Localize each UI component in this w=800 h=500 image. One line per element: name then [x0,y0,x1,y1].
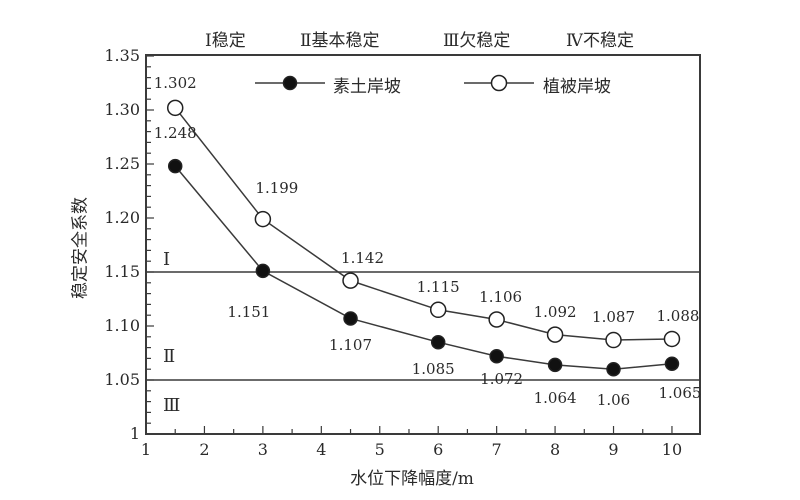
x-tick-label: 5 [374,440,385,459]
legend-marker-open [490,74,508,92]
filled-circle-marker [489,348,504,364]
x-tick-label: 6 [433,440,444,459]
data-label: 1.107 [329,336,373,355]
filled-circle-marker [343,311,358,326]
category-stable: Ⅰ稳定 [205,31,246,51]
filled-circle-marker [664,356,680,372]
filled-circle-marker [167,158,183,174]
data-label: 1.302 [153,73,197,92]
y-tick-label: 1.35 [104,46,140,65]
data-label: 1.151 [227,302,271,321]
open-circle-marker [605,331,622,349]
y-tick-label: 1.05 [104,370,140,389]
filled-circle-marker [606,361,621,377]
zone-label: Ⅲ [163,395,181,416]
x-tick-label: 10 [661,440,683,459]
zone-label: Ⅱ [163,346,176,368]
y-tick-label: 1.30 [104,100,140,119]
data-label: 1.087 [592,308,635,327]
x-tick-label: 8 [549,440,561,459]
data-label: 1.06 [596,391,631,410]
x-tick-label: 9 [608,440,619,459]
y-tick-label: 1.20 [104,208,140,227]
x-tick-label: 2 [199,440,210,459]
data-label: 1.065 [658,383,702,402]
open-circle-marker [342,272,359,289]
data-label: 1.088 [656,306,700,325]
open-circle-marker [429,301,447,319]
y-tick-label: 1.10 [104,316,140,335]
filled-circle-marker [430,334,446,350]
open-circle-marker [166,99,184,117]
zone-label: Ⅰ [163,249,171,271]
y-tick-label: 1.15 [104,262,140,281]
category-basically-stable: Ⅱ基本稳定 [300,31,380,51]
category-less-stable: Ⅲ欠稳定 [443,31,511,51]
data-label: 1.092 [533,302,577,321]
legend-marker-filled [282,75,298,91]
data-label: 1.085 [411,360,455,379]
x-tick-label: 1 [140,440,152,459]
open-circle-marker [488,311,505,328]
data-label: 1.106 [479,287,523,306]
legend-markers [255,74,534,92]
legend-label-vegetated: 植被岸坡 [543,77,611,97]
y-axis-label: 稳定安全系数 [70,197,91,299]
data-label: 1.064 [533,388,577,407]
data-label: 1.115 [416,277,460,296]
data-label: 1.248 [153,124,197,143]
open-circle-marker [254,210,272,228]
y-tick-label: 1 [129,424,140,443]
plot-border [145,54,701,435]
reference-lines [146,271,700,381]
data-label: 1.072 [480,370,524,389]
series-line-0 [174,165,673,370]
x-tick-label: 4 [316,440,327,459]
open-circle-marker [546,326,564,343]
y-tick-label: 1.25 [104,154,140,173]
data-label: 1.142 [341,248,385,267]
x-axis-label: 水位下降幅度/m [350,469,474,489]
filled-circle-marker [255,263,271,279]
filled-circle-marker [547,357,563,373]
plot-frame [145,54,701,435]
series-group [166,99,681,377]
series-line-1 [174,107,672,341]
x-tick-label: 3 [257,440,268,459]
category-unstable: Ⅳ不稳定 [566,31,634,51]
data-label: 1.199 [255,179,299,198]
x-tick-label: 7 [491,440,502,459]
open-circle-marker [663,330,681,348]
legend-label-bare-soil: 素土岸坡 [333,77,401,97]
